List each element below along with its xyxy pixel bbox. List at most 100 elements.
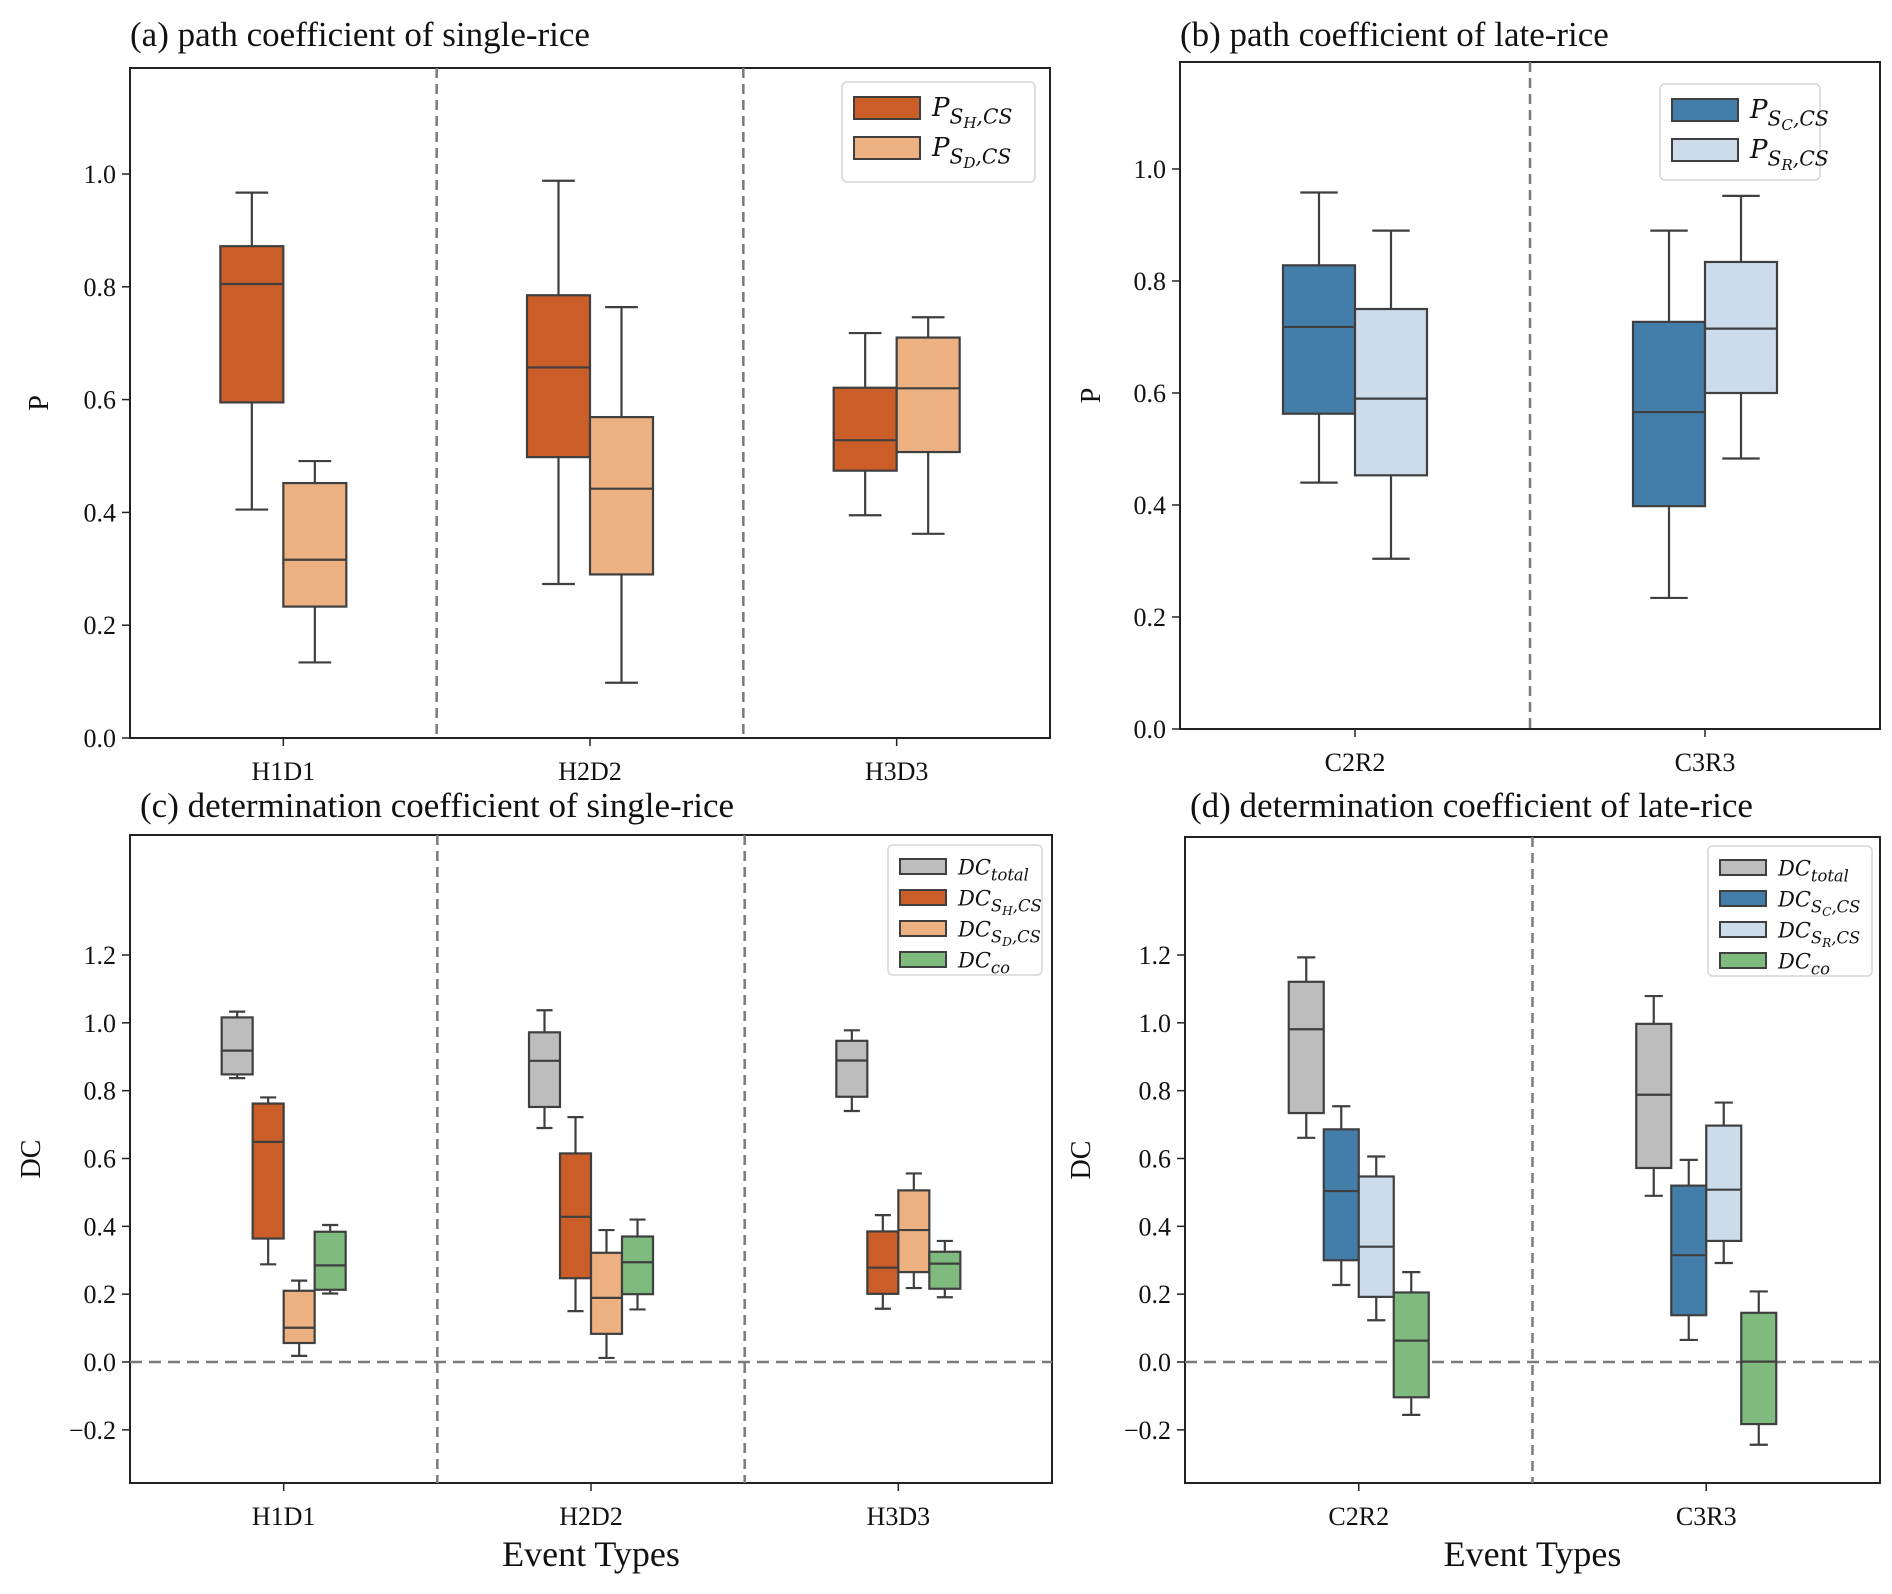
box-c-SD-H3D3 [897,1172,931,1290]
iqr-box [866,1230,900,1295]
legend-label-main: DC [957,856,991,880]
box-c-co-H3D3 [928,1239,962,1299]
box-d-co-C3R3 [1740,1290,1778,1446]
y-tick-label: 1.2 [84,941,117,970]
legend-label: DCSD,CS [957,918,1041,950]
legend-swatch [1719,952,1767,969]
box-b-SC-C2R2 [1281,191,1357,484]
y-tick-label: 1.2 [1139,941,1172,970]
y-tick-label: 1.0 [1134,155,1167,184]
panel-a-path-coefficient-single-rice: (a) path coefficient of single-rice 0.0 0.… [24,15,1051,786]
legend-label-tail: ,CS [977,104,1013,128]
box-a-SD-H1D1 [282,459,348,664]
legend-label: DCco [1777,950,1830,979]
iqr-box [1631,320,1707,508]
legend-label: PSC,CS [1749,95,1829,134]
chart-title: (b) path coefficient of late-rice [1180,15,1609,54]
legend-label-subscript: co [1811,959,1830,978]
legend-label-subscript: S [950,144,964,168]
legend-label-subsubscript: D [962,154,975,172]
legend-label-subscript: total [1811,866,1849,885]
legend-frame [1707,845,1873,977]
iqr-box [897,1189,931,1274]
iqr-box [219,245,285,404]
box-b-SR-C3R3 [1703,194,1779,460]
iqr-box [928,1250,962,1290]
y-tick-label: 0.4 [84,498,117,527]
legend-item: PSD,CS [853,133,1011,172]
iqr-box [1353,307,1429,477]
legend-label-subsubscript: D [1001,935,1012,949]
iqr-box [220,1016,254,1076]
y-tick-label: 0.8 [84,273,117,302]
legend-swatch [899,858,947,875]
iqr-box [1322,1128,1360,1262]
legend-item: DCSC,CS [1719,888,1860,919]
legend-label-subscript: total [991,865,1029,884]
legend-label-main: DC [1777,888,1811,912]
legend-label-subsubscript: R [1780,156,1792,174]
legend-swatch [1719,859,1767,876]
iqr-box [588,415,655,576]
y-tick-label: 1.0 [84,1009,117,1038]
legend-swatch [1719,890,1767,907]
iqr-box [1392,1291,1430,1399]
legend-swatch [899,951,947,968]
legend-item: DCSD,CS [899,918,1041,950]
y-tick-label: 0.8 [1139,1077,1172,1106]
legend-swatch [853,96,921,120]
box-c-SH-H2D2 [558,1116,593,1313]
legend-label-subsubscript: H [1001,904,1013,918]
box-d-total-C3R3 [1635,994,1673,1197]
legend-swatch [899,920,947,937]
legend-item: DCtotal [899,856,1029,884]
box-d-SC-C3R3 [1670,1158,1708,1342]
iqr-box [589,1251,624,1335]
legend-label: PSD,CS [931,133,1011,172]
y-tick-label: 0.8 [84,1077,117,1106]
x-tick-label: C3R3 [1676,1502,1737,1531]
y-tick-label: 0.0 [1134,715,1167,744]
box-c-SH-H3D3 [866,1214,900,1310]
iqr-box [527,1031,562,1109]
iqr-box [1635,1022,1673,1170]
legend-item: DCco [899,949,1010,978]
x-axis-title: Event Types [502,1534,680,1574]
legend-label-subsubscript: C [1822,905,1832,919]
legend-label-subscript: co [991,958,1010,977]
iqr-box [895,336,961,454]
legend-label-subsubscript: C [1781,116,1793,134]
iqr-box [1703,260,1779,395]
y-axis-label: DC [16,1140,47,1179]
chart-title: (a) path coefficient of single-rice [130,15,590,54]
y-axis-label: P [24,395,55,411]
y-tick-label: 0.4 [84,1212,117,1241]
legend-label-subscript: S [1811,928,1822,947]
legend-label: DCco [957,949,1010,978]
x-tick-label: H1D1 [252,757,316,786]
box-c-SD-H2D2 [589,1228,624,1360]
legend-label-main: P [931,93,950,123]
iqr-box [1670,1184,1708,1317]
y-tick-label: 0.8 [1134,267,1167,296]
chart-title: (c) determination coefficient of single-… [140,786,734,825]
box-c-co-H1D1 [313,1223,347,1295]
y-tick-label: 0.4 [1139,1212,1172,1241]
box-a-SD-H2D2 [588,306,655,684]
y-tick-label: 0.0 [84,1348,117,1377]
panel-b-path-coefficient-late-rice: (b) path coefficient of late-rice 0.0 0.2 0… [1076,15,1881,777]
iqr-box [1705,1124,1743,1243]
box-c-co-H2D2 [620,1218,655,1311]
x-tick-label: C3R3 [1675,748,1736,777]
legend-label-main: P [931,133,950,163]
legend-swatch [1671,98,1739,122]
legend-label-tail: ,CS [1012,927,1041,946]
legend-label-tail: ,CS [1831,928,1860,947]
box-c-SD-H1D1 [282,1279,316,1357]
legend-label-tail: ,CS [975,144,1011,168]
legend-swatch [1671,138,1739,162]
legend-label: PSR,CS [1749,135,1829,174]
iqr-box [313,1230,347,1291]
